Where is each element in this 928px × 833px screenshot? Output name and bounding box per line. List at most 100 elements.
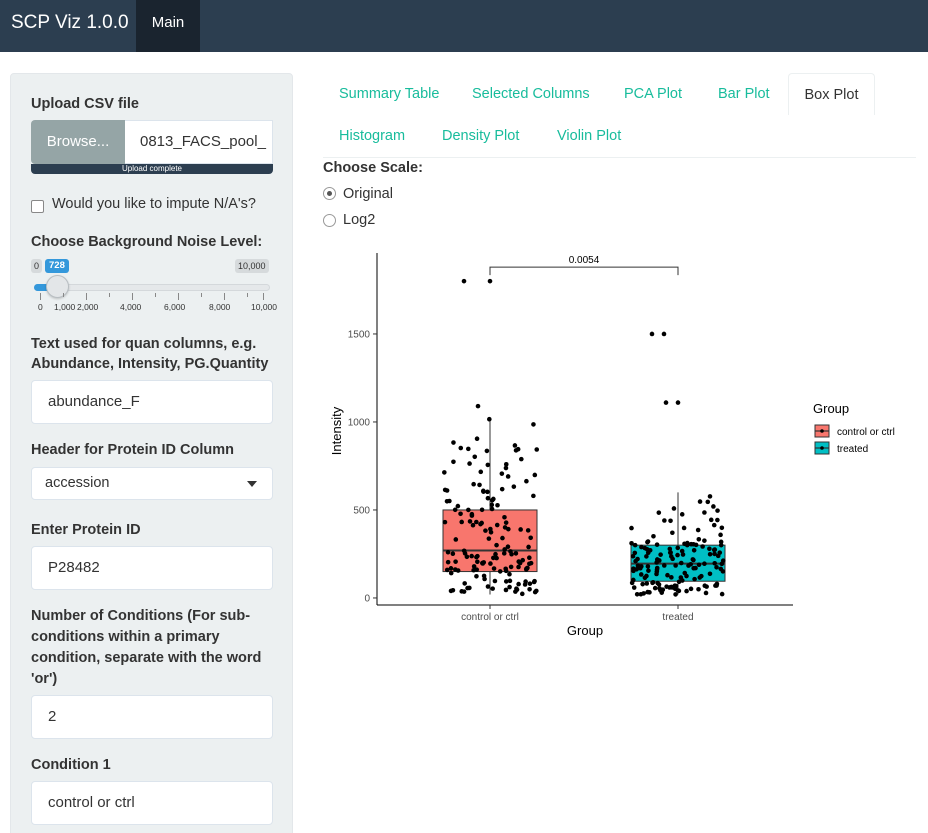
data-point <box>485 489 490 495</box>
slider-track[interactable] <box>34 284 270 291</box>
data-point <box>484 448 490 454</box>
conditions-label-line4: 'or') <box>31 671 58 687</box>
data-point <box>481 489 486 494</box>
data-point <box>631 577 636 583</box>
data-point <box>516 564 521 570</box>
data-point <box>502 525 508 530</box>
data-point <box>489 497 495 503</box>
data-point <box>639 564 644 569</box>
data-point <box>494 522 500 528</box>
data-point <box>696 562 702 568</box>
data-point <box>702 561 707 567</box>
tab-pca-plot[interactable]: PCA Plot <box>624 86 683 102</box>
impute-label[interactable]: Would you like to impute N/A's? <box>52 196 256 212</box>
conditions-label-line1: Number of Conditions (For sub- <box>31 608 251 624</box>
radio-log2-label[interactable]: Log2 <box>343 212 376 228</box>
data-point <box>450 587 456 593</box>
data-point <box>711 522 717 528</box>
sidebar-panel: Upload CSV file Browse... 0813_FACS_pool… <box>10 73 293 833</box>
radio-original-label[interactable]: Original <box>343 186 393 202</box>
data-point <box>668 518 673 524</box>
tab-bar-plot[interactable]: Bar Plot <box>718 86 770 102</box>
outlier-point <box>487 278 493 284</box>
browse-button[interactable]: Browse... <box>31 120 125 164</box>
data-point <box>704 584 709 589</box>
data-point <box>680 552 686 557</box>
data-point <box>711 504 716 509</box>
data-point <box>528 560 534 566</box>
slider-tick <box>247 293 248 297</box>
slider-handle[interactable] <box>46 275 69 298</box>
data-point <box>469 511 475 517</box>
header-label: Header for Protein ID Column <box>31 442 235 458</box>
y-tick-label: 1500 <box>348 329 371 340</box>
tab-box-plot[interactable]: Box Plot <box>788 73 875 115</box>
data-point <box>646 568 651 573</box>
quan-label-line1: Text used for quan columns, e.g. <box>31 336 257 352</box>
data-point <box>505 544 511 550</box>
tab-violin-plot[interactable]: Violin Plot <box>557 128 622 144</box>
tab-divider <box>323 157 916 158</box>
data-point <box>713 583 718 588</box>
tab-histogram[interactable]: Histogram <box>339 128 406 144</box>
data-point <box>696 586 701 592</box>
protein-id-label: Enter Protein ID <box>31 522 141 538</box>
data-point <box>527 581 533 586</box>
quan-text-input[interactable]: abundance_F <box>31 380 273 424</box>
data-point <box>652 585 658 591</box>
data-point <box>688 586 694 592</box>
slider-tick <box>263 293 264 300</box>
nav-tab-main[interactable]: Main <box>136 0 200 52</box>
condition1-input[interactable]: control or ctrl <box>31 781 273 825</box>
data-point <box>469 553 474 559</box>
data-point <box>503 520 509 525</box>
tab-selected-columns[interactable]: Selected Columns <box>472 86 590 102</box>
tab-density-plot[interactable]: Density Plot <box>442 128 520 144</box>
app-title[interactable]: SCP Viz 1.0.0 <box>11 12 129 33</box>
slider-tick-label: 1,000 <box>54 302 76 312</box>
data-point <box>451 459 456 465</box>
data-point <box>630 553 636 559</box>
navbar: SCP Viz 1.0.0 Main <box>0 0 928 52</box>
tab-summary-table[interactable]: Summary Table <box>339 86 440 102</box>
data-point <box>673 563 678 568</box>
legend-title: Group <box>813 401 849 416</box>
data-point <box>503 568 509 574</box>
impute-checkbox[interactable] <box>31 200 44 213</box>
slider-tick-label: 10,000 <box>251 302 277 312</box>
data-point <box>458 445 464 451</box>
data-point <box>475 559 480 565</box>
data-point <box>708 517 714 523</box>
data-point <box>527 586 532 592</box>
data-point <box>640 581 645 587</box>
data-point <box>644 554 649 559</box>
protein-id-input[interactable]: P28482 <box>31 546 273 590</box>
x-tick-label: control or ctrl <box>461 612 519 623</box>
data-point <box>445 559 451 565</box>
data-point <box>448 566 454 571</box>
data-point <box>681 525 687 531</box>
outlier-point <box>461 278 467 284</box>
conditions-count-input[interactable]: 2 <box>31 695 273 739</box>
data-point <box>519 591 525 597</box>
data-point <box>720 569 726 574</box>
protein-id-header-select[interactable]: accession <box>31 467 273 500</box>
outlier-point <box>663 400 669 405</box>
data-point <box>532 472 538 478</box>
data-point <box>668 550 673 555</box>
radio-log2[interactable] <box>323 214 336 227</box>
scale-label: Choose Scale: <box>323 160 423 176</box>
data-point <box>657 558 662 563</box>
data-point <box>531 422 536 427</box>
file-name-field[interactable]: 0813_FACS_pool_ <box>125 120 273 164</box>
radio-original[interactable] <box>323 187 336 200</box>
data-point <box>489 502 495 508</box>
data-point <box>645 550 651 555</box>
data-point <box>499 486 505 492</box>
outlier-point <box>649 331 655 337</box>
slider-min-label: 0 <box>31 259 43 273</box>
data-point <box>500 535 505 541</box>
significance-label: 0.0054 <box>569 255 600 266</box>
data-point <box>531 493 536 499</box>
data-point <box>491 555 496 561</box>
